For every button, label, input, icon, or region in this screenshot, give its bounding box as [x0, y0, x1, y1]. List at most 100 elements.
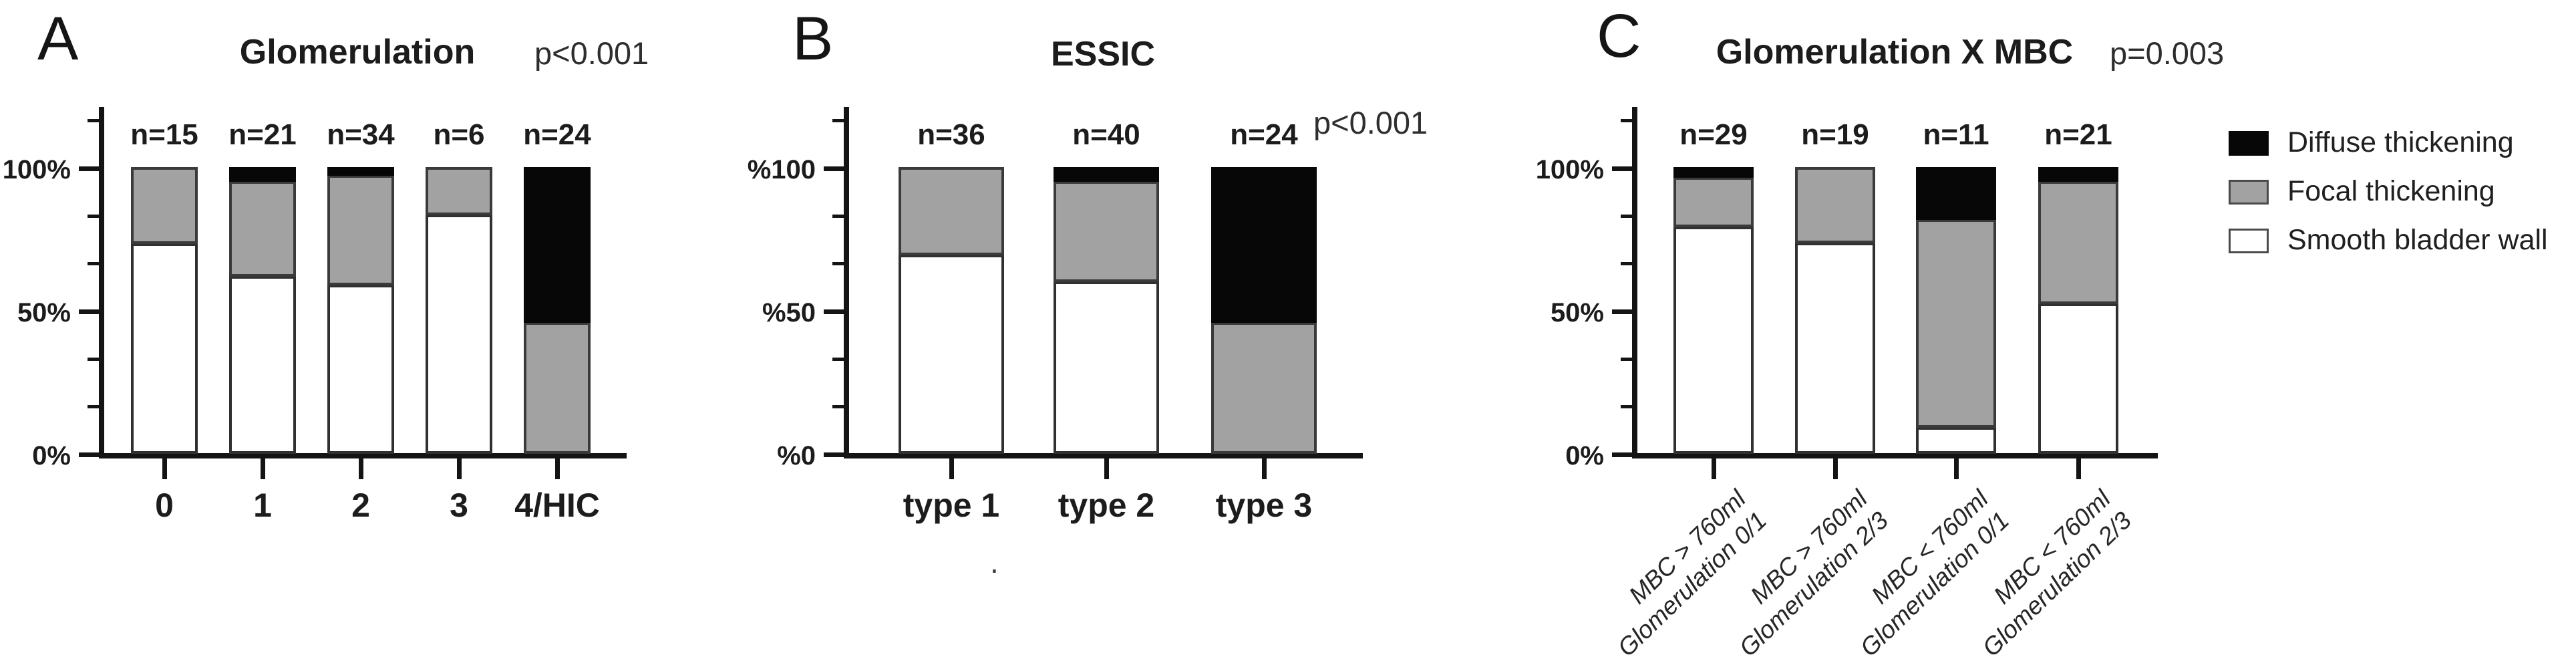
- panel-b-y-axis: [844, 107, 849, 458]
- panel-a-n-label: n=6: [433, 118, 485, 151]
- stray-dot-artifact: .: [990, 545, 999, 579]
- panel-c-y-minor-tick: [1621, 214, 1632, 218]
- panel-b-x-label: type 1: [903, 487, 1000, 524]
- panel-a-y-tick-label: 50%: [17, 298, 71, 327]
- panel-a-x-tick: [456, 458, 462, 479]
- panel-b-y-minor-tick: [832, 357, 844, 361]
- bar-segment-smooth: [899, 254, 1004, 454]
- bar-segment-smooth: [327, 285, 394, 454]
- panel-a-title: Glomerulation: [239, 33, 476, 72]
- panel-b-y-minor-tick: [832, 119, 844, 123]
- panel-b-y-major-tick: [824, 452, 844, 457]
- panel-c-x-tick: [1953, 458, 1959, 479]
- bar-segment-smooth: [1795, 242, 1875, 454]
- panel-a-y-major-tick: [79, 166, 99, 171]
- panel-a-y-tick-label: 100%: [2, 155, 71, 184]
- panel-c-x-tick: [1832, 458, 1838, 479]
- panel-a-y-major-tick: [79, 309, 99, 314]
- bar-segment-focal: [524, 321, 591, 454]
- panel-c-n-label: n=29: [1679, 118, 1748, 151]
- bar-segment-focal: [1795, 167, 1875, 243]
- bar-segment-focal: [327, 175, 394, 286]
- panel-c-y-minor-tick: [1621, 262, 1632, 266]
- bar-segment-smooth: [2038, 303, 2118, 454]
- bar-segment-smooth: [1673, 226, 1754, 454]
- panel-c-x-axis: [1632, 453, 2158, 458]
- bar-segment-diffuse: [327, 167, 394, 176]
- panel-c-y-axis: [1632, 107, 1637, 458]
- focal-thickening-swatch-icon: [2229, 180, 2269, 205]
- bar-segment-focal: [2038, 180, 2118, 304]
- panel-a-x-label: 1: [253, 487, 272, 524]
- panel-a-y-minor-tick: [88, 119, 99, 123]
- panel-c-y-major-tick: [1612, 452, 1632, 457]
- panel-a-x-label: 4/HIC: [514, 487, 600, 524]
- panel-a-x-tick: [554, 458, 560, 479]
- panel-c-y-major-tick: [1612, 309, 1632, 314]
- panel-a-letter: A: [37, 5, 79, 73]
- panel-c-n-label: n=21: [2044, 118, 2112, 151]
- panel-b-x-tick: [949, 458, 954, 479]
- bar-segment-smooth: [229, 276, 296, 454]
- panel-b-n-label: n=24: [1230, 118, 1298, 151]
- bar-segment-diffuse: [229, 167, 296, 182]
- bar-segment-focal: [131, 167, 198, 245]
- bar-segment-smooth: [1054, 281, 1159, 454]
- panel-a-y-axis: [99, 107, 104, 458]
- bar-segment-diffuse: [1211, 167, 1317, 323]
- panel-b-n-label: n=36: [917, 118, 985, 151]
- bar-segment-diffuse: [2038, 167, 2118, 182]
- panel-c-y-minor-tick: [1621, 119, 1632, 123]
- panel-c-y-minor-tick: [1621, 357, 1632, 361]
- panel-b-n-label: n=40: [1072, 118, 1140, 151]
- panel-b-y-major-tick: [824, 166, 844, 171]
- diffuse-thickening-swatch-icon: [2229, 131, 2269, 156]
- bar-segment-smooth: [131, 243, 198, 454]
- panel-c-x-tick: [1711, 458, 1716, 479]
- bar-segment-focal: [1211, 321, 1317, 454]
- panel-b-y-minor-tick: [832, 405, 844, 409]
- bar-segment-focal: [899, 167, 1004, 255]
- panel-a-n-label: n=24: [523, 118, 591, 151]
- panel-c-y-major-tick: [1612, 166, 1632, 171]
- panel-b-p-value: p<0.001: [1313, 105, 1428, 140]
- bar-segment-diffuse: [1054, 167, 1159, 182]
- bar-segment-focal: [1916, 219, 1996, 428]
- legend-label: Smooth bladder wall: [2287, 224, 2548, 256]
- panel-b-x-tick: [1104, 458, 1109, 479]
- panel-b-y-tick-label: %100: [747, 155, 816, 184]
- panel-b-title: ESSIC: [1050, 35, 1156, 74]
- panel-c-n-label: n=11: [1923, 118, 1989, 151]
- panel-a-x-axis: [99, 453, 627, 458]
- legend-label: Diffuse thickening: [2287, 126, 2514, 158]
- panel-b-x-axis: [844, 453, 1363, 458]
- panel-a-y-minor-tick: [88, 262, 99, 266]
- panel-c-title: Glomerulation X MBC: [1716, 33, 2074, 72]
- panel-a-y-tick-label: 0%: [32, 441, 71, 471]
- panel-a-x-tick: [358, 458, 363, 479]
- bar-segment-focal: [229, 180, 296, 277]
- panel-c-y-tick-label: 0%: [1565, 441, 1604, 471]
- panel-c-letter: C: [1597, 2, 1641, 70]
- panel-b-letter: B: [792, 5, 834, 73]
- panel-a-y-minor-tick: [88, 357, 99, 361]
- panel-a-n-label: n=21: [228, 118, 297, 151]
- panel-b-y-tick-label: %0: [777, 441, 816, 471]
- panel-a-p-value: p<0.001: [534, 35, 649, 71]
- panel-b-x-label: type 3: [1215, 487, 1313, 524]
- panel-a-x-label: 3: [450, 487, 468, 524]
- bar-segment-smooth: [1916, 427, 1996, 454]
- panel-a-n-label: n=15: [130, 118, 198, 151]
- panel-c-y-tick-label: 50%: [1550, 298, 1604, 327]
- panel-a-x-label: 0: [155, 487, 174, 524]
- bar-segment-diffuse: [1673, 167, 1754, 178]
- panel-b-x-tick: [1261, 458, 1267, 479]
- bar-segment-focal: [1673, 176, 1754, 227]
- panel-c-p-value: p=0.003: [2110, 35, 2225, 71]
- bar-segment-focal: [1054, 181, 1159, 283]
- panel-b-x-label: type 2: [1058, 487, 1155, 524]
- panel-a-x-tick: [260, 458, 265, 479]
- bar-segment-diffuse: [1916, 167, 1996, 220]
- legend-label: Focal thickening: [2287, 175, 2495, 207]
